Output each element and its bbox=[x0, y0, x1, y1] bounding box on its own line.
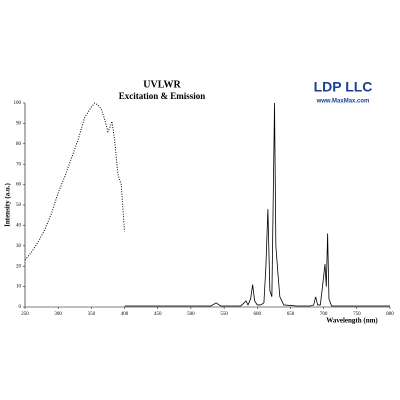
x-tick-label: 600 bbox=[254, 312, 262, 317]
y-tick-label: 30 bbox=[16, 244, 22, 249]
x-tick-label: 250 bbox=[21, 312, 29, 317]
y-tick-label: 80 bbox=[16, 142, 22, 147]
x-tick-label: 400 bbox=[121, 312, 129, 317]
x-tick-label: 700 bbox=[320, 312, 328, 317]
logo-url: www.MaxMax.com bbox=[316, 99, 370, 105]
x-tick-label: 800 bbox=[386, 312, 394, 317]
x-tick-label: 750 bbox=[353, 312, 361, 317]
y-tick-label: 20 bbox=[16, 264, 22, 269]
x-tick-label: 550 bbox=[220, 312, 228, 317]
x-tick-label: 500 bbox=[187, 312, 195, 317]
y-tick-label: 60 bbox=[16, 183, 22, 188]
x-tick-label: 350 bbox=[88, 312, 96, 317]
logo: LDP LLC bbox=[314, 79, 373, 95]
y-tick-label: 90 bbox=[16, 122, 22, 127]
y-tick-label: 40 bbox=[16, 224, 22, 229]
spectrum-line bbox=[124, 102, 390, 307]
x-tick-label: 300 bbox=[54, 312, 62, 317]
y-tick-label: 0 bbox=[19, 305, 22, 310]
y-tick-label: 70 bbox=[16, 162, 22, 167]
chart-title: UVLWR bbox=[143, 79, 181, 90]
chart-subtitle: Excitation & Emission bbox=[119, 91, 206, 101]
spectrum-line bbox=[24, 102, 126, 261]
y-tick-label: 100 bbox=[14, 101, 22, 106]
y-tick-label: 50 bbox=[16, 203, 22, 208]
x-axis-label: Wavelength (nm) bbox=[326, 317, 378, 325]
x-tick-label: 450 bbox=[154, 312, 162, 317]
y-axis-label: Intensity (a.u.) bbox=[4, 182, 12, 226]
x-tick-label: 650 bbox=[287, 312, 295, 317]
y-tick-label: 10 bbox=[16, 285, 22, 290]
